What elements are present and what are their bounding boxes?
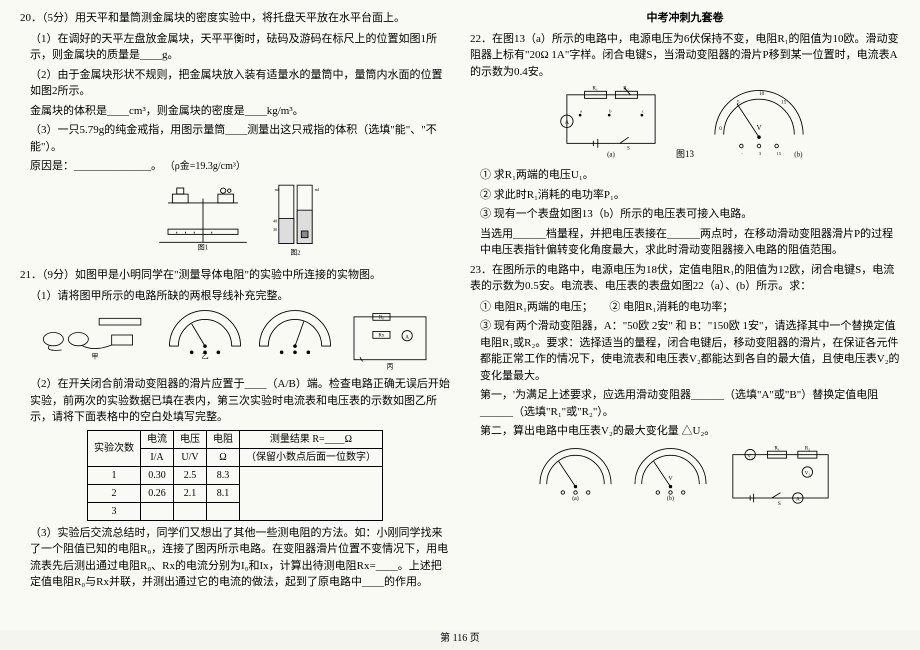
svg-text:a: a bbox=[580, 108, 582, 113]
q22-stem: 22．在图13（a）所示的电路中，电源电压为6伏保持不变，电阻R₁的阻值为10欧… bbox=[470, 31, 900, 81]
svg-text:丙: 丙 bbox=[387, 362, 394, 370]
circuit-a-icon: R₁ R₂ A a b c S (a) bbox=[556, 86, 666, 161]
meter-23a-icon: (a) bbox=[533, 446, 618, 501]
svg-text:(a): (a) bbox=[572, 495, 579, 501]
svg-text:V₂: V₂ bbox=[804, 470, 810, 476]
svg-text:3: 3 bbox=[759, 151, 762, 156]
q22-i1: ① 求R₁两端的电压U₁。 bbox=[480, 167, 900, 184]
svg-text:b: b bbox=[609, 108, 612, 113]
circuit-23-icon: V₁ R₁ R₂ V₂ S A bbox=[723, 446, 838, 511]
svg-text:ml: ml bbox=[314, 187, 319, 192]
right-column: 中考冲刺九套卷 22．在图13（a）所示的电路中，电源电压为6伏保持不变，电阻R… bbox=[470, 10, 900, 620]
circuit-bing-icon: R₀ Rx A 丙 bbox=[345, 310, 435, 370]
page-number: 第 116 页 bbox=[0, 631, 920, 646]
svg-text:(a): (a) bbox=[607, 151, 615, 159]
left-column: 20．（5分）用天平和量筒测金属块的密度实验中，将托盘天平放在水平台面上。 （1… bbox=[20, 10, 450, 620]
q20-stem: 20．（5分）用天平和量筒测金属块的密度实验中，将托盘天平放在水平台面上。 bbox=[20, 10, 450, 27]
svg-text:10: 10 bbox=[759, 91, 765, 97]
svg-text:A: A bbox=[565, 120, 570, 126]
q22-i2: ② 求此时R₁消耗的电功率P₁。 bbox=[480, 187, 900, 204]
q21-p2: （2）在开关闭合前滑动变阻器的滑片应置于____（A/B）端。检查电路正确无误后… bbox=[30, 376, 450, 426]
svg-text:(b): (b) bbox=[667, 495, 674, 501]
q23-figures: (a) V (b) V₁ R₁ R₂ bbox=[470, 446, 900, 511]
q23-p4a: 第一，'为满足上述要求，应选用滑动变阻器______（选填"A"或"B"）替换定… bbox=[480, 387, 900, 420]
q23-stem: 23．在图所示的电路中，电源电压为18伏，定值电阻R₁的阻值为12欧，闭合电键S… bbox=[470, 262, 900, 295]
cylinder-icon: ml ml 40 30 图2 bbox=[268, 181, 323, 256]
svg-text:R₀: R₀ bbox=[379, 315, 384, 321]
voltmeter-b-icon: 0 5 10 15 V - 3 15 (b) bbox=[704, 86, 814, 161]
meter-23b-icon: V (b) bbox=[628, 446, 713, 501]
svg-text:15: 15 bbox=[781, 100, 787, 106]
svg-text:A: A bbox=[795, 496, 799, 502]
svg-text:40: 40 bbox=[273, 218, 277, 223]
svg-text:A: A bbox=[405, 334, 409, 340]
q20-figures: 图1 ml ml 40 30 图2 bbox=[20, 181, 450, 262]
q22-figures: R₁ R₂ A a b c S (a) 图13 0 bbox=[470, 86, 900, 161]
svg-text:R₁: R₁ bbox=[592, 86, 598, 92]
q21-figures: 甲 乙 R₀ bbox=[20, 310, 450, 370]
q22-pfill: 当选用______档量程，并把电压表接在______两点时，在移动滑动变阻器滑片… bbox=[480, 226, 900, 259]
svg-text:R₂: R₂ bbox=[804, 446, 809, 451]
meter-yi2-icon bbox=[255, 310, 335, 360]
svg-text:图2: 图2 bbox=[290, 248, 300, 256]
svg-text:图1: 图1 bbox=[197, 243, 208, 251]
meter-yi-icon: 乙 bbox=[165, 310, 245, 360]
svg-text:15: 15 bbox=[777, 151, 782, 156]
svg-text:30: 30 bbox=[273, 227, 277, 232]
data-table: 实验次数 电流 电压 电阻 测量结果 R=____Ω I/A U/V Ω （保留… bbox=[87, 430, 383, 521]
q21-p1: （1）请将图甲所示的电路所缺的两根导线补充完整。 bbox=[30, 288, 450, 305]
svg-text:乙: 乙 bbox=[201, 353, 208, 360]
exam-header: 中考冲刺九套卷 bbox=[470, 10, 900, 27]
q23-i1: ① 电阻R₁两端的电压； ② 电阻R₁消耗的电功率； bbox=[480, 299, 900, 316]
svg-text:0: 0 bbox=[719, 126, 722, 132]
q23-p3: ③ 现有两个滑动变阻器，A："50欧 2安" 和 B："150欧 1安"，请选择… bbox=[480, 318, 900, 384]
svg-text:V₁: V₁ bbox=[747, 453, 753, 459]
q20-p2a: （2）由于金属块形状不规则，把金属块放入装有适量水的量筒中，量筒内水面的位置如图… bbox=[30, 67, 450, 100]
q21-stem: 21．（9分）如图甲是小明同学在"测量导体电阻"的实验中所连接的实物图。 bbox=[20, 267, 450, 284]
svg-text:R₂: R₂ bbox=[623, 86, 629, 92]
q20-formula: （ρ金=19.3g/cm³） bbox=[165, 161, 246, 172]
svg-text:c: c bbox=[642, 108, 644, 113]
svg-text:-: - bbox=[741, 151, 743, 156]
svg-text:(b): (b) bbox=[794, 151, 803, 159]
svg-text:S: S bbox=[627, 146, 630, 152]
svg-text:R₁: R₁ bbox=[774, 446, 779, 451]
svg-text:5: 5 bbox=[737, 100, 740, 106]
apparatus-jia-icon: 甲 bbox=[35, 310, 155, 360]
q20-p1: （1）在调好的天平左盘放金属块，天平平衡时，砝码及游码在标尺上的位置如图1所示，… bbox=[30, 31, 450, 64]
balance-icon: 图1 bbox=[148, 181, 258, 251]
svg-text:S: S bbox=[777, 500, 780, 506]
q22-i3: ③ 现有一个表盘如图13（b）所示的电压表可接入电路。 bbox=[480, 206, 900, 223]
fig13-caption: 图13 bbox=[676, 148, 694, 162]
q23-p4b: 第二，算出电路中电压表V₂的最大变化量 △U₂。 bbox=[480, 423, 900, 440]
q20-p2b: 金属块的体积是____cm³，则金属块的密度是____kg/m³。 bbox=[30, 103, 450, 120]
q21-p3: （3）实验后交流总结时，同学们又想出了其他一些测电阻的方法。如：小刚同学找来了一… bbox=[30, 525, 450, 591]
svg-text:V: V bbox=[756, 124, 762, 132]
svg-text:甲: 甲 bbox=[92, 352, 99, 360]
q20-p3a: （3）一只5.79g的纯金戒指，用图示量筒____测量出这只戒指的体积（选填"能… bbox=[30, 122, 450, 155]
q20-p3b: 原因是：______________。 （ρ金=19.3g/cm³） bbox=[30, 158, 450, 175]
svg-text:V: V bbox=[668, 475, 673, 481]
svg-text:Rx: Rx bbox=[378, 333, 384, 339]
